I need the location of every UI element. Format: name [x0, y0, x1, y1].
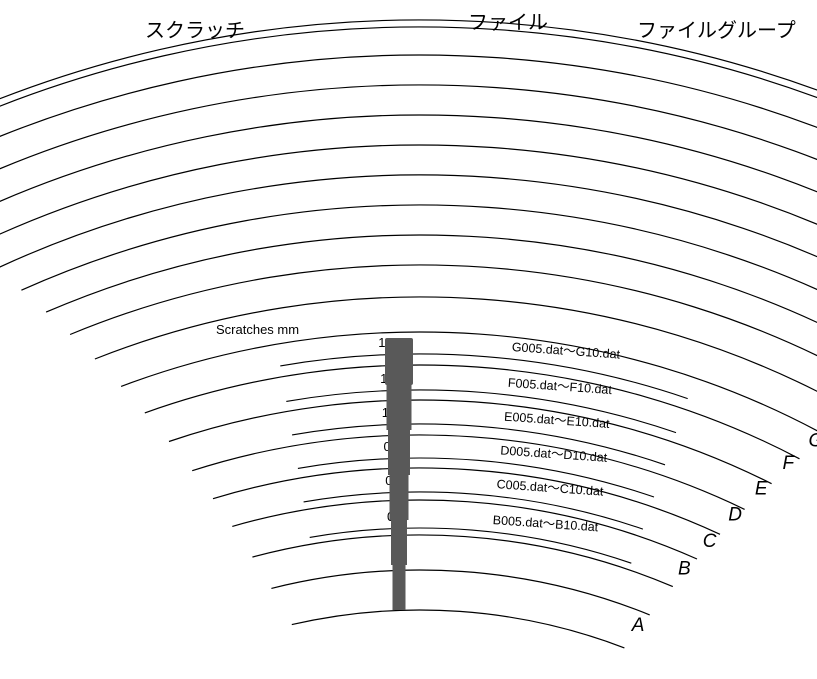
- scratch-bar-segment: [388, 428, 410, 475]
- group-ring-arc: [0, 144, 817, 235]
- scratch-width-bar: [385, 338, 413, 610]
- file-ring-arc: [309, 527, 632, 564]
- group-ring-arc: [0, 26, 817, 107]
- group-ring-arc: [21, 204, 817, 291]
- group-ring-arc: [0, 84, 817, 170]
- file-range-label: F005.dat～F10.dat: [507, 376, 612, 397]
- header-file-group: ファイルグループ: [637, 18, 796, 42]
- file-range-label: E005.dat～E10.dat: [504, 410, 611, 431]
- group-ring-arc: [0, 54, 817, 138]
- group-ring-arc: [212, 467, 721, 535]
- group-label-g: G: [809, 431, 817, 452]
- file-range-label: D005.dat～D10.dat: [500, 443, 608, 464]
- group-ring-arc: [0, 114, 817, 203]
- group-letter-labels: SRQPNMLKJHGFEDCBA: [631, 431, 817, 637]
- group-ring-arc: [144, 364, 800, 460]
- group-label-a: A: [631, 615, 645, 636]
- scratch-bar-segment: [385, 338, 413, 385]
- group-label-f: F: [783, 453, 796, 474]
- file-ring-arcs: [280, 353, 688, 564]
- file-range-label: G005.dat～G10.dat: [511, 340, 621, 362]
- header-scratch: スクラッチ: [145, 18, 245, 42]
- file-ring-arc: [303, 491, 644, 530]
- group-ring-arcs: [0, 19, 817, 649]
- group-ring-arc: [0, 174, 817, 268]
- file-range-label: C005.dat～C10.dat: [496, 477, 604, 498]
- file-ring-arc: [292, 423, 666, 466]
- scratch-bar-segment: [389, 473, 409, 520]
- file-ring-arc: [286, 389, 677, 434]
- group-ring-arc: [271, 569, 650, 616]
- group-ring-arc: [232, 499, 698, 560]
- group-ring-arc: [94, 296, 817, 392]
- file-ring-arc: [297, 457, 655, 498]
- group-ring-arc: [168, 399, 772, 485]
- group-label-e: E: [755, 479, 768, 500]
- group-ring-arc: [0, 19, 817, 100]
- file-range-label: B005.dat～B10.dat: [492, 513, 599, 534]
- scratch-axis-title: Scratches mm: [216, 322, 299, 337]
- scratch-bar-segment: [391, 518, 407, 565]
- file-ring-arc: [280, 353, 688, 400]
- group-ring-arc: [69, 264, 817, 357]
- group-ring-arc: [252, 534, 674, 588]
- scratch-bar-segment: [392, 563, 406, 610]
- group-label-d: D: [728, 505, 742, 526]
- group-label-c: C: [703, 531, 717, 552]
- group-ring-arc: [120, 331, 817, 432]
- scratch-bar-segment: [386, 383, 412, 430]
- group-ring-arc: [291, 609, 625, 649]
- group-ring-arc: [45, 234, 817, 324]
- group-label-b: B: [678, 559, 691, 580]
- group-ring-arc: [192, 434, 745, 510]
